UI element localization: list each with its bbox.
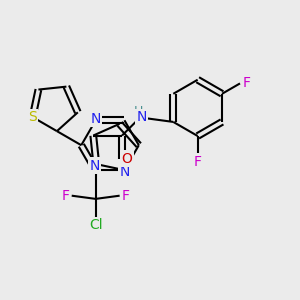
Text: S: S [28, 110, 37, 124]
Text: H: H [134, 105, 143, 118]
Text: N: N [119, 165, 130, 179]
Text: N: N [91, 112, 101, 126]
Text: N: N [89, 159, 100, 173]
Text: F: F [61, 189, 69, 203]
Text: O: O [122, 152, 132, 166]
Text: Cl: Cl [89, 218, 103, 233]
Text: F: F [194, 154, 202, 169]
Text: F: F [242, 76, 250, 90]
Text: F: F [122, 189, 130, 203]
Text: N: N [136, 110, 147, 124]
